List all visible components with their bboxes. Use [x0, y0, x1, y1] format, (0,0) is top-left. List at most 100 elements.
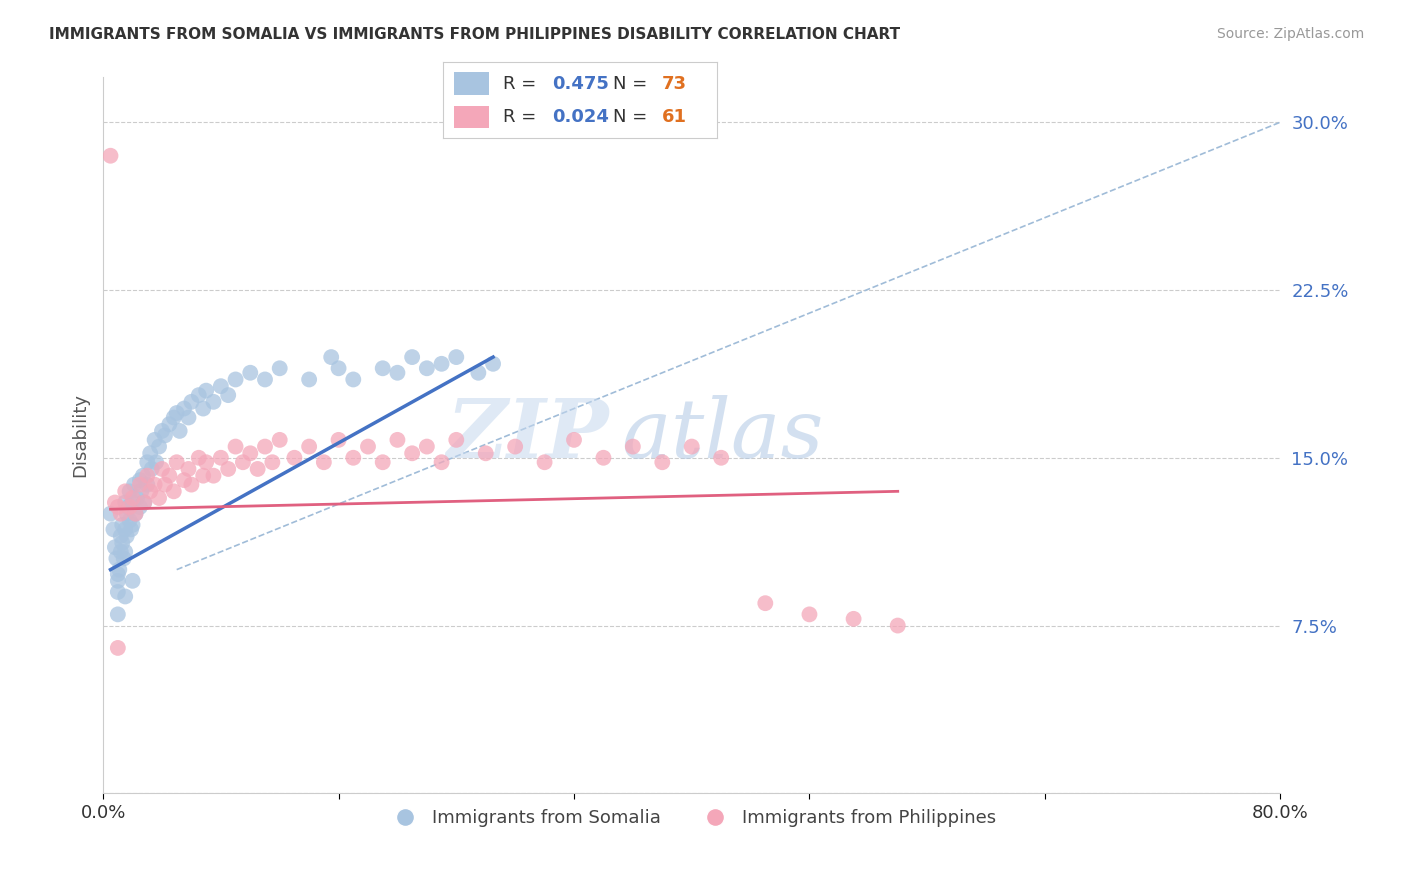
Y-axis label: Disability: Disability [72, 393, 89, 477]
Point [180, 477, 202, 491]
Point [357, 440, 380, 454]
Point [446, 433, 468, 447]
Point [474, 446, 496, 460]
Point [111, 517, 134, 532]
Point [328, 361, 350, 376]
Text: N =: N = [613, 108, 652, 126]
Point [148, 491, 170, 505]
Point [110, 529, 132, 543]
Text: R =: R = [503, 108, 543, 126]
Point [371, 455, 394, 469]
Point [298, 440, 321, 454]
Point [446, 350, 468, 364]
Point [148, 440, 170, 454]
Point [387, 366, 409, 380]
Point [173, 401, 195, 416]
Point [114, 522, 136, 536]
Point [114, 495, 136, 509]
Point [110, 507, 132, 521]
Point [187, 388, 209, 402]
Point [121, 495, 143, 509]
Point [533, 455, 555, 469]
Point [193, 401, 215, 416]
Point [651, 455, 673, 469]
FancyBboxPatch shape [454, 105, 489, 128]
Point [371, 361, 394, 376]
Point [430, 455, 453, 469]
Point [209, 450, 232, 465]
Point [107, 640, 129, 655]
Point [754, 596, 776, 610]
Point [416, 440, 439, 454]
Point [100, 149, 122, 163]
Text: 61: 61 [662, 108, 688, 126]
Point [108, 563, 131, 577]
Point [131, 484, 153, 499]
Point [298, 372, 321, 386]
Point [232, 455, 254, 469]
Point [139, 484, 162, 499]
Point [246, 462, 269, 476]
Point [503, 440, 526, 454]
Point [202, 394, 225, 409]
Point [112, 551, 135, 566]
Point [401, 446, 423, 460]
Point [177, 410, 200, 425]
Point [283, 450, 305, 465]
Text: IMMIGRANTS FROM SOMALIA VS IMMIGRANTS FROM PHILIPPINES DISABILITY CORRELATION CH: IMMIGRANTS FROM SOMALIA VS IMMIGRANTS FR… [49, 27, 900, 42]
Text: 73: 73 [662, 75, 688, 93]
Point [136, 477, 159, 491]
Point [225, 372, 247, 386]
Point [799, 607, 821, 622]
Point [122, 477, 145, 491]
Point [118, 500, 141, 514]
Point [592, 450, 614, 465]
Point [217, 388, 239, 402]
Point [150, 424, 173, 438]
Point [134, 495, 156, 509]
Point [118, 484, 141, 499]
Point [110, 545, 132, 559]
Point [430, 357, 453, 371]
Point [195, 384, 218, 398]
FancyBboxPatch shape [454, 72, 489, 95]
Point [124, 507, 146, 521]
Point [114, 545, 136, 559]
Point [253, 372, 276, 386]
Point [562, 433, 585, 447]
Point [269, 433, 291, 447]
Point [621, 440, 644, 454]
Point [239, 366, 262, 380]
Point [342, 450, 364, 465]
Point [107, 607, 129, 622]
Point [115, 529, 138, 543]
Point [169, 424, 191, 438]
Point [887, 618, 910, 632]
Point [180, 394, 202, 409]
Text: Source: ZipAtlas.com: Source: ZipAtlas.com [1216, 27, 1364, 41]
Point [312, 455, 335, 469]
Point [105, 551, 128, 566]
Point [118, 513, 141, 527]
Point [153, 428, 176, 442]
Point [129, 477, 152, 491]
Point [710, 450, 733, 465]
Point [681, 440, 703, 454]
Legend: Immigrants from Somalia, Immigrants from Philippines: Immigrants from Somalia, Immigrants from… [380, 802, 1004, 834]
Point [100, 507, 122, 521]
Point [387, 433, 409, 447]
Point [104, 541, 127, 555]
Point [107, 567, 129, 582]
Point [129, 500, 152, 514]
Point [143, 477, 166, 491]
Point [111, 535, 134, 549]
Point [173, 473, 195, 487]
Point [202, 468, 225, 483]
Point [125, 491, 148, 505]
Point [239, 446, 262, 460]
Point [132, 468, 155, 483]
Point [401, 350, 423, 364]
Point [157, 468, 180, 483]
Point [114, 590, 136, 604]
Point [134, 495, 156, 509]
